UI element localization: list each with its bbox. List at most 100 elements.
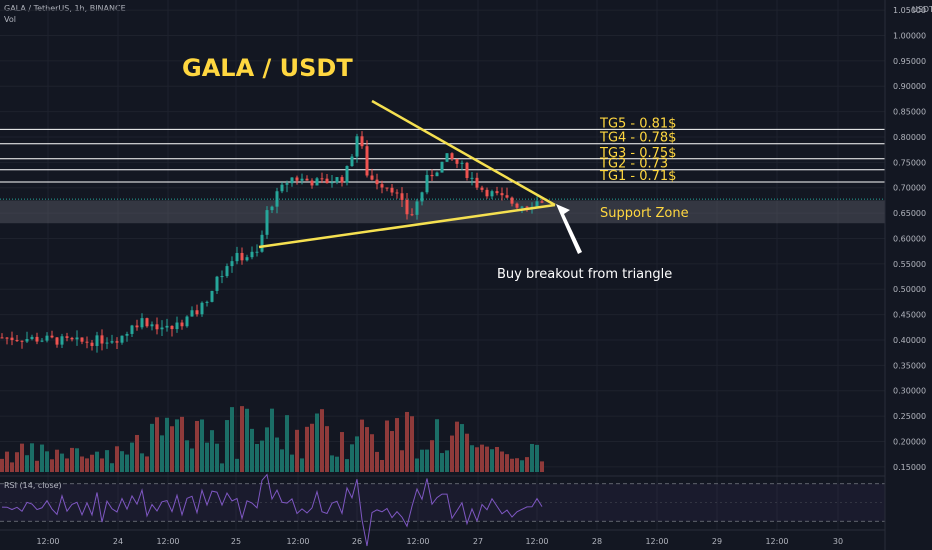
candle-body bbox=[475, 177, 479, 188]
triangle-upper-line bbox=[371, 99, 556, 207]
candle-body bbox=[425, 174, 429, 193]
candle-body bbox=[280, 184, 284, 192]
candle-body bbox=[305, 178, 309, 181]
volume-bar bbox=[80, 456, 84, 472]
volume-bar bbox=[415, 458, 419, 472]
volume-bar bbox=[100, 458, 104, 472]
volume-bar bbox=[190, 448, 194, 472]
price-tick-label: 1.00000 bbox=[893, 31, 926, 40]
candle-body bbox=[185, 316, 189, 327]
candle-body bbox=[140, 318, 144, 328]
candle-body bbox=[95, 335, 99, 346]
candle-body bbox=[125, 333, 129, 336]
candle-body bbox=[415, 201, 419, 215]
candle-body bbox=[10, 337, 14, 341]
volume-bar bbox=[10, 462, 14, 472]
volume-bar bbox=[95, 451, 99, 472]
price-tick-label: 0.50000 bbox=[893, 285, 926, 294]
candle-body bbox=[150, 324, 154, 327]
volume-bar bbox=[380, 459, 384, 472]
time-tick-label: 24 bbox=[113, 537, 123, 546]
volume-bar bbox=[50, 459, 54, 472]
price-tick-label: 0.70000 bbox=[893, 184, 926, 193]
volume-bar bbox=[370, 434, 374, 472]
candle-body bbox=[465, 162, 469, 178]
volume-bar bbox=[210, 430, 214, 472]
candle-body bbox=[5, 337, 9, 339]
volume-bar bbox=[305, 426, 309, 472]
candle-body bbox=[65, 336, 69, 338]
candle-body bbox=[285, 183, 289, 185]
candle-body bbox=[190, 310, 194, 317]
candle-body bbox=[440, 161, 444, 173]
volume-bar bbox=[540, 461, 544, 472]
volume-bar bbox=[480, 444, 484, 472]
candle-body bbox=[345, 166, 349, 183]
support-zone-label: Support Zone bbox=[600, 206, 689, 221]
candle-body bbox=[40, 340, 44, 342]
candle-body bbox=[25, 339, 29, 342]
volume-bar bbox=[180, 416, 184, 472]
candle-body bbox=[340, 177, 344, 183]
candle-body bbox=[295, 177, 299, 181]
candle-body bbox=[325, 178, 329, 184]
candle-body bbox=[255, 251, 259, 253]
volume-bar bbox=[65, 458, 69, 472]
candle-body bbox=[410, 214, 414, 216]
candle-body bbox=[235, 252, 239, 262]
volume-bar bbox=[510, 458, 514, 472]
volume-bar bbox=[455, 421, 459, 472]
volume-bar bbox=[320, 409, 324, 472]
volume-bar bbox=[220, 463, 224, 472]
volume-bar bbox=[420, 449, 424, 472]
volume-bar bbox=[335, 456, 339, 472]
volume-bar bbox=[460, 424, 464, 472]
price-tick-label: 0.45000 bbox=[893, 311, 926, 320]
candle-body bbox=[450, 153, 454, 160]
volume-bar bbox=[255, 443, 259, 472]
candle-body bbox=[505, 195, 509, 198]
volume-bar bbox=[130, 442, 134, 472]
price-tick-label: 0.65000 bbox=[893, 209, 926, 218]
volume-bar bbox=[470, 445, 474, 472]
candle-body bbox=[170, 325, 174, 330]
candle-body bbox=[275, 191, 279, 207]
volume-bar bbox=[175, 419, 179, 472]
volume-bar bbox=[405, 411, 409, 472]
candle-body bbox=[75, 337, 79, 340]
volume-bar bbox=[260, 440, 264, 472]
price-tick-label: 0.95000 bbox=[893, 57, 926, 66]
volume-bar bbox=[35, 460, 39, 472]
volume-bar bbox=[30, 443, 34, 472]
volume-bar bbox=[225, 420, 229, 472]
volume-bar bbox=[170, 426, 174, 472]
candle-body bbox=[120, 335, 124, 343]
volume-bar bbox=[55, 449, 59, 472]
candle-body bbox=[90, 342, 94, 346]
volume-bar bbox=[205, 442, 209, 472]
symbol-line[interactable]: GALA / TetherUS, 1h, BINANCE bbox=[4, 4, 126, 13]
candle-body bbox=[135, 325, 139, 328]
candle-body bbox=[315, 178, 319, 186]
candle-body bbox=[45, 335, 49, 341]
volume-bar bbox=[235, 458, 239, 472]
candle-body bbox=[455, 159, 459, 164]
time-tick-label: 12:00 bbox=[286, 537, 309, 546]
price-tick-label: 0.90000 bbox=[893, 82, 926, 91]
candle-body bbox=[525, 206, 529, 208]
candle-body bbox=[70, 337, 74, 340]
candle-body bbox=[175, 322, 179, 330]
candle-body bbox=[35, 336, 39, 342]
volume-bar bbox=[495, 446, 499, 472]
candle-body bbox=[200, 302, 204, 315]
support-zone bbox=[0, 200, 885, 224]
price-tick-label: 1.05000 bbox=[893, 6, 926, 15]
time-tick-label: 26 bbox=[352, 537, 362, 546]
candle-body bbox=[535, 201, 539, 207]
volume-bar bbox=[280, 449, 284, 472]
volume-bar bbox=[135, 434, 139, 472]
candle-body bbox=[215, 276, 219, 291]
rsi-line bbox=[1, 473, 543, 547]
candle-body bbox=[225, 266, 229, 277]
